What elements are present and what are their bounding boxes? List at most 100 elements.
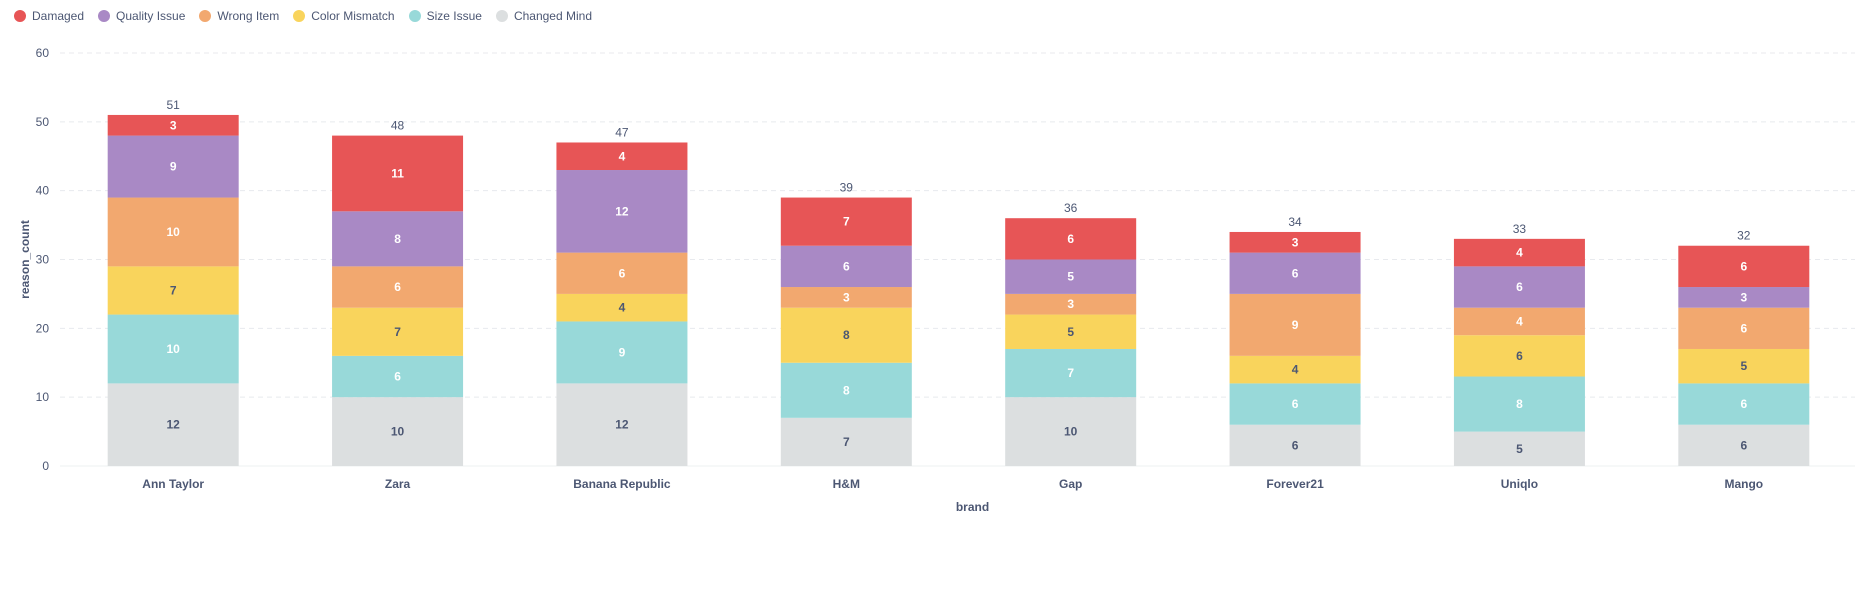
bar-segment-color-mismatch-gap[interactable]: [1005, 314, 1137, 349]
x-tick-label: Banana Republic: [573, 477, 671, 491]
y-tick-label: 10: [36, 390, 50, 404]
bar-segment-changed-mind-banana-republic[interactable]: [556, 383, 688, 466]
segment-value-label: 10: [167, 342, 181, 356]
segment-value-label: 8: [843, 383, 850, 397]
legend-swatch: [495, 10, 508, 22]
bar-segment-color-mismatch-uniqlo[interactable]: [1453, 335, 1585, 377]
segment-value-label: 6: [1067, 232, 1074, 246]
segment-value-label: 7: [1067, 366, 1074, 380]
bar-segment-quality-issue-handm[interactable]: [780, 245, 912, 288]
legend-label: Damaged: [32, 9, 85, 23]
segment-value-label: 5: [1740, 359, 1747, 373]
bar-segment-wrong-item-zara[interactable]: [332, 266, 464, 308]
bar-segment-color-mismatch-zara[interactable]: [332, 307, 464, 356]
segment-value-label: 6: [1740, 321, 1747, 335]
bar-segment-size-issue-handm[interactable]: [780, 362, 912, 418]
bar-segment-damaged-mango[interactable]: [1678, 245, 1810, 288]
segment-value-label: 4: [1292, 363, 1299, 377]
segment-value-label: 6: [1516, 349, 1523, 363]
segment-value-label: 10: [391, 425, 405, 439]
segment-value-label: 12: [615, 204, 629, 218]
bar-segment-wrong-item-forever21[interactable]: [1229, 293, 1361, 356]
segment-value-label: 7: [394, 325, 401, 339]
segment-value-label: 9: [170, 160, 177, 174]
bar-segment-quality-issue-gap[interactable]: [1005, 259, 1137, 294]
segment-value-label: 3: [843, 290, 850, 304]
legend-swatch: [199, 10, 212, 22]
y-tick-label: 0: [42, 459, 49, 473]
bar-segment-changed-mind-ann-taylor[interactable]: [107, 383, 239, 466]
bar-segment-wrong-item-uniqlo[interactable]: [1453, 307, 1585, 336]
segment-value-label: 12: [167, 418, 181, 432]
segment-value-label: 5: [1516, 442, 1523, 456]
bar-segment-wrong-item-banana-republic[interactable]: [556, 252, 688, 294]
bar-segment-changed-mind-forever21[interactable]: [1229, 424, 1361, 466]
bar-segment-quality-issue-banana-republic[interactable]: [556, 170, 688, 253]
bar-segment-size-issue-uniqlo[interactable]: [1453, 376, 1585, 432]
bar-segment-wrong-item-mango[interactable]: [1678, 307, 1810, 349]
bar-segment-quality-issue-ann-taylor[interactable]: [107, 135, 239, 198]
segment-value-label: 7: [170, 283, 177, 297]
bar-segment-damaged-uniqlo[interactable]: [1453, 238, 1585, 267]
bar-total-label: 47: [615, 125, 629, 139]
bar-segment-quality-issue-zara[interactable]: [332, 211, 464, 267]
segment-value-label: 7: [843, 435, 850, 449]
legend-item-changed-mind[interactable]: Changed Mind: [495, 9, 592, 23]
legend-swatch: [293, 10, 306, 22]
bar-segment-damaged-ann-taylor[interactable]: [107, 114, 239, 136]
bar-segment-changed-mind-gap[interactable]: [1005, 397, 1137, 466]
legend-item-size-issue[interactable]: Size Issue: [408, 9, 482, 23]
y-tick-label: 40: [36, 184, 50, 198]
bar-total-label: 34: [1288, 215, 1302, 229]
segment-value-label: 4: [1516, 314, 1523, 328]
bar-segment-damaged-handm[interactable]: [780, 197, 912, 246]
bar-segment-size-issue-forever21[interactable]: [1229, 383, 1361, 425]
bar-segment-changed-mind-mango[interactable]: [1678, 424, 1810, 466]
bar-segment-size-issue-ann-taylor[interactable]: [107, 314, 239, 384]
segment-value-label: 3: [1067, 297, 1074, 311]
segment-value-label: 3: [170, 118, 177, 132]
bar-segment-damaged-gap[interactable]: [1005, 218, 1137, 260]
segment-value-label: 6: [843, 259, 850, 273]
bar-segment-quality-issue-uniqlo[interactable]: [1453, 266, 1585, 308]
bar-segment-wrong-item-gap[interactable]: [1005, 293, 1137, 315]
bar-segment-damaged-banana-republic[interactable]: [556, 142, 688, 171]
segment-value-label: 6: [1292, 438, 1299, 452]
bar-segment-color-mismatch-forever21[interactable]: [1229, 355, 1361, 384]
bar-segment-size-issue-banana-republic[interactable]: [556, 321, 688, 384]
legend-item-color-mismatch[interactable]: Color Mismatch: [293, 9, 395, 23]
bar-segment-quality-issue-forever21[interactable]: [1229, 252, 1361, 294]
x-tick-label: Ann Taylor: [142, 477, 204, 491]
bar-segment-wrong-item-handm[interactable]: [780, 287, 912, 308]
bar-segment-color-mismatch-mango[interactable]: [1678, 348, 1810, 384]
legend-item-damaged[interactable]: Damaged: [14, 9, 84, 23]
bar-segment-changed-mind-uniqlo[interactable]: [1453, 431, 1585, 466]
bar-segment-size-issue-gap[interactable]: [1005, 348, 1137, 398]
x-axis-title: brand: [956, 500, 989, 514]
bar-segment-changed-mind-handm[interactable]: [780, 417, 912, 466]
legend-label: Color Mismatch: [311, 9, 395, 23]
bar-segment-changed-mind-zara[interactable]: [332, 397, 464, 466]
segment-value-label: 9: [619, 345, 626, 359]
bar-segment-damaged-forever21[interactable]: [1229, 231, 1361, 253]
segment-value-label: 6: [619, 266, 626, 280]
segment-value-label: 3: [1292, 235, 1299, 249]
legend-item-wrong-item[interactable]: Wrong Item: [199, 9, 279, 23]
bar-segment-color-mismatch-banana-republic[interactable]: [556, 293, 688, 322]
bar-segment-damaged-zara[interactable]: [332, 135, 464, 212]
segment-value-label: 3: [1740, 290, 1747, 304]
segment-value-label: 6: [1292, 397, 1299, 411]
bar-segment-size-issue-zara[interactable]: [332, 355, 464, 398]
bar-segment-color-mismatch-ann-taylor[interactable]: [107, 266, 239, 315]
bar-segment-wrong-item-ann-taylor[interactable]: [107, 197, 239, 267]
bar-segment-quality-issue-mango[interactable]: [1678, 287, 1810, 308]
segment-value-label: 4: [619, 149, 626, 163]
legend-label: Size Issue: [426, 9, 482, 23]
bar-segment-color-mismatch-handm[interactable]: [780, 307, 912, 363]
segment-value-label: 6: [394, 280, 401, 294]
legend-item-quality-issue[interactable]: Quality Issue: [98, 9, 185, 23]
bar-segment-size-issue-mango[interactable]: [1678, 383, 1810, 425]
x-tick-label: Mango: [1724, 477, 1763, 491]
legend-swatch: [14, 10, 26, 22]
